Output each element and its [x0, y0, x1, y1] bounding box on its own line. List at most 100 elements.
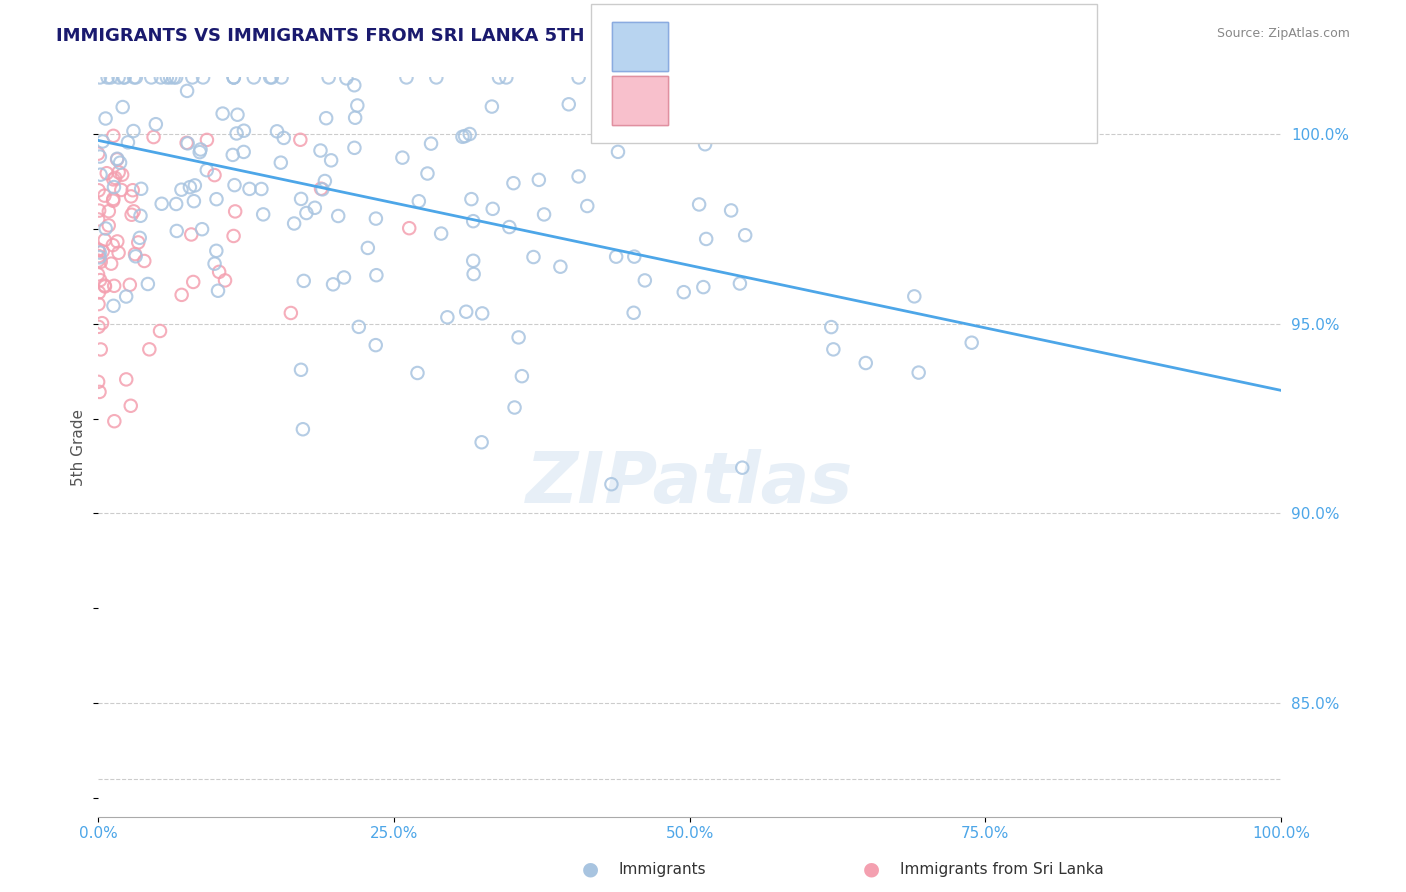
Point — [343, 141, 366, 155]
Point — [318, 70, 340, 85]
Point — [165, 197, 187, 211]
Text: Source: ZipAtlas.com: Source: ZipAtlas.com — [1216, 27, 1350, 40]
Point — [120, 399, 142, 413]
Point — [224, 204, 246, 219]
Point — [129, 182, 152, 196]
Point — [315, 111, 337, 125]
Point — [728, 277, 751, 291]
Point — [634, 273, 657, 287]
Point — [250, 182, 273, 196]
Point — [103, 192, 125, 206]
Point — [121, 208, 143, 222]
Point — [425, 70, 447, 85]
Point — [191, 222, 214, 236]
Point — [328, 209, 350, 223]
Point — [191, 70, 214, 85]
Point — [195, 163, 218, 178]
Point — [292, 274, 315, 288]
Point — [204, 168, 226, 182]
Point — [87, 243, 110, 257]
Point — [93, 188, 115, 202]
Point — [108, 155, 131, 169]
Point — [87, 212, 110, 227]
Point — [138, 343, 160, 357]
Point — [101, 238, 124, 252]
Point — [120, 189, 142, 203]
Point — [94, 221, 117, 235]
Point — [510, 369, 533, 384]
Point — [107, 70, 129, 85]
Text: R =: R = — [682, 94, 718, 112]
Point — [179, 180, 201, 194]
Point — [903, 289, 925, 303]
Point — [91, 135, 114, 149]
Text: ●: ● — [863, 859, 880, 878]
Point — [87, 253, 110, 268]
Point — [527, 173, 550, 187]
Point — [314, 174, 336, 188]
Point — [454, 129, 477, 144]
Point — [104, 170, 127, 185]
Point — [89, 168, 111, 182]
Point — [693, 137, 716, 152]
Point — [93, 233, 115, 247]
Point — [224, 178, 246, 193]
Point — [623, 306, 645, 320]
Point — [107, 165, 129, 179]
Point — [87, 375, 110, 389]
Point — [238, 182, 260, 196]
Point — [226, 108, 249, 122]
Point — [124, 247, 146, 261]
Point — [471, 435, 494, 450]
Point — [145, 117, 167, 131]
Point — [103, 299, 125, 313]
Point — [89, 273, 111, 287]
Point — [208, 265, 231, 279]
Point — [87, 249, 110, 263]
Point — [207, 284, 229, 298]
Point — [180, 227, 202, 242]
Point — [111, 100, 134, 114]
Text: N =: N = — [815, 40, 852, 58]
Point — [259, 70, 281, 85]
Point — [502, 176, 524, 190]
Point — [211, 106, 233, 120]
Point — [695, 232, 717, 246]
Point — [907, 366, 929, 380]
Point — [451, 129, 474, 144]
Point — [420, 136, 443, 151]
Point — [576, 199, 599, 213]
Point — [688, 197, 710, 211]
Point — [458, 127, 481, 141]
Point — [103, 128, 125, 143]
Point — [495, 70, 517, 85]
Point — [460, 192, 482, 206]
Point — [463, 214, 485, 228]
Point — [309, 144, 332, 158]
Point — [87, 285, 110, 300]
Point — [114, 70, 136, 85]
Point — [184, 178, 207, 193]
Text: N =: N = — [815, 94, 852, 112]
Text: 158: 158 — [865, 40, 896, 58]
Point — [159, 70, 181, 85]
Point — [107, 245, 129, 260]
Point — [176, 136, 198, 151]
Point — [522, 250, 544, 264]
Point — [232, 124, 254, 138]
Point — [692, 280, 714, 294]
Point — [333, 270, 356, 285]
Point — [91, 316, 114, 330]
Point — [290, 192, 312, 206]
Point — [118, 277, 141, 292]
Point — [87, 268, 110, 282]
Point — [416, 167, 439, 181]
Point — [103, 278, 125, 293]
Point — [170, 183, 193, 197]
Point — [96, 166, 118, 180]
Point — [481, 99, 503, 113]
Point — [309, 182, 332, 196]
Point — [181, 70, 204, 85]
Point — [430, 227, 453, 241]
Point — [391, 151, 413, 165]
